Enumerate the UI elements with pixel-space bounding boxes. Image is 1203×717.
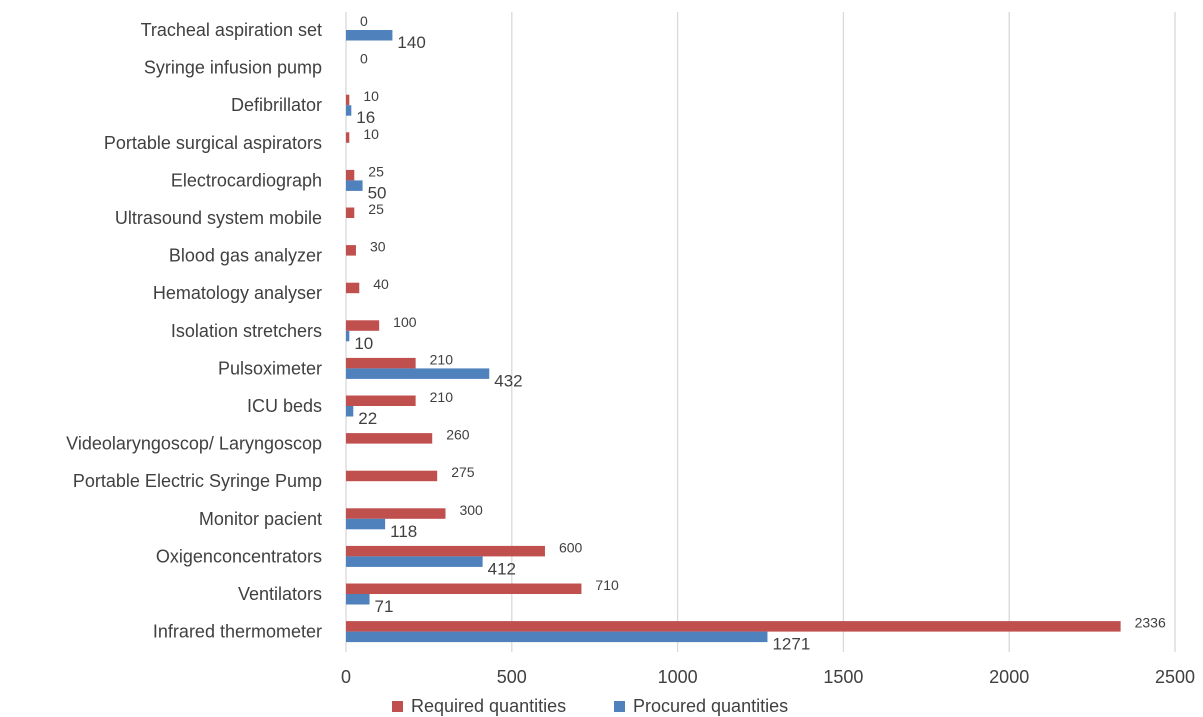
legend-label-required: Required quantities bbox=[411, 696, 566, 716]
bar-required bbox=[346, 245, 356, 256]
bar-required bbox=[346, 508, 446, 519]
data-label-required: 2336 bbox=[1135, 615, 1166, 631]
bar-required bbox=[346, 132, 350, 143]
category-label: Portable Electric Syringe Pump bbox=[73, 471, 322, 491]
bar-procured bbox=[346, 368, 490, 379]
bar-procured bbox=[346, 631, 768, 643]
category-label: Portable surgical aspirators bbox=[104, 133, 322, 153]
data-labels: 0140010161025502530401001021043221022260… bbox=[354, 13, 1166, 654]
bar-procured bbox=[346, 556, 483, 567]
data-label-required: 210 bbox=[430, 389, 454, 405]
bar-procured bbox=[346, 105, 352, 116]
category-labels: Tracheal aspiration set Syringe infusion … bbox=[66, 20, 322, 642]
data-label-required: 100 bbox=[393, 314, 417, 330]
x-tick-label: 0 bbox=[341, 667, 351, 687]
category-label: Videolaryngoscop/ Laryngoscop bbox=[66, 434, 322, 454]
data-label-required: 30 bbox=[370, 239, 386, 255]
bar-procured bbox=[346, 330, 350, 342]
bar-required bbox=[346, 470, 438, 482]
category-label: Isolation stretchers bbox=[171, 321, 322, 341]
category-label: Oxigenconcentrators bbox=[156, 546, 322, 566]
gridlines bbox=[345, 12, 1176, 652]
data-label-required: 260 bbox=[446, 427, 470, 443]
bar-required bbox=[346, 207, 355, 218]
x-tick-labels: 0 500 1000 1500 2000 2500 bbox=[341, 667, 1195, 687]
data-label-required: 25 bbox=[368, 163, 384, 179]
data-label-required: 600 bbox=[559, 539, 583, 555]
bar-required bbox=[346, 282, 360, 294]
category-label: Hematology analyser bbox=[153, 283, 322, 303]
x-tick-label: 500 bbox=[497, 667, 527, 687]
legend: Required quantities Procured quantities bbox=[392, 696, 788, 716]
data-label-procured: 71 bbox=[375, 597, 394, 616]
data-label-required: 25 bbox=[368, 201, 384, 217]
bar-procured bbox=[346, 406, 354, 417]
data-label-required: 10 bbox=[363, 126, 379, 142]
data-label-procured: 10 bbox=[354, 334, 373, 353]
bar-required bbox=[346, 583, 582, 594]
category-label: Tracheal aspiration set bbox=[141, 20, 322, 40]
data-label-required: 0 bbox=[360, 51, 368, 67]
data-label-procured: 16 bbox=[356, 108, 375, 127]
bar-required bbox=[346, 94, 350, 106]
category-label: Pulsoximeter bbox=[218, 358, 322, 378]
bar-required bbox=[346, 320, 380, 331]
data-label-procured: 140 bbox=[397, 33, 425, 52]
legend-label-procured: Procured quantities bbox=[633, 696, 788, 716]
data-label-required: 300 bbox=[459, 502, 483, 518]
category-label: Ultrasound system mobile bbox=[115, 208, 322, 228]
category-label: Defibrillator bbox=[231, 95, 322, 115]
data-label-procured: 412 bbox=[488, 559, 516, 578]
data-label-required: 10 bbox=[363, 88, 379, 104]
x-tick-label: 2500 bbox=[1155, 667, 1195, 687]
category-label: Blood gas analyzer bbox=[169, 246, 322, 266]
data-label-required: 0 bbox=[360, 13, 368, 29]
category-label: Electrocardiograph bbox=[171, 170, 322, 190]
data-label-required: 210 bbox=[430, 351, 454, 367]
bar-required bbox=[346, 433, 433, 444]
bar-required bbox=[346, 545, 545, 557]
x-tick-label: 1000 bbox=[658, 667, 698, 687]
bar-procured bbox=[346, 518, 386, 530]
bar-procured bbox=[346, 594, 370, 605]
category-label: Syringe infusion pump bbox=[144, 58, 322, 78]
data-label-procured: 432 bbox=[494, 371, 522, 390]
x-tick-label: 1500 bbox=[823, 667, 863, 687]
category-label: Ventilators bbox=[238, 584, 322, 604]
data-label-procured: 22 bbox=[358, 409, 377, 428]
category-label: Monitor pacient bbox=[199, 509, 322, 529]
legend-swatch-procured bbox=[614, 701, 625, 712]
bar-required bbox=[346, 395, 416, 406]
bar-required bbox=[346, 169, 355, 181]
bar-procured bbox=[346, 30, 393, 41]
x-tick-label: 2000 bbox=[989, 667, 1029, 687]
category-label: Infrared thermometer bbox=[153, 622, 322, 642]
category-label: ICU beds bbox=[247, 396, 322, 416]
data-label-required: 275 bbox=[451, 464, 475, 480]
data-label-procured: 1271 bbox=[772, 635, 810, 654]
bar-procured bbox=[346, 180, 363, 191]
bar-required bbox=[346, 357, 416, 369]
bar-required bbox=[346, 621, 1121, 632]
data-label-procured: 118 bbox=[390, 522, 417, 541]
legend-swatch-required bbox=[392, 701, 403, 712]
data-label-required: 710 bbox=[595, 577, 619, 593]
data-label-required: 40 bbox=[373, 276, 389, 292]
data-label-procured: 50 bbox=[368, 183, 387, 202]
bars bbox=[346, 30, 1121, 643]
